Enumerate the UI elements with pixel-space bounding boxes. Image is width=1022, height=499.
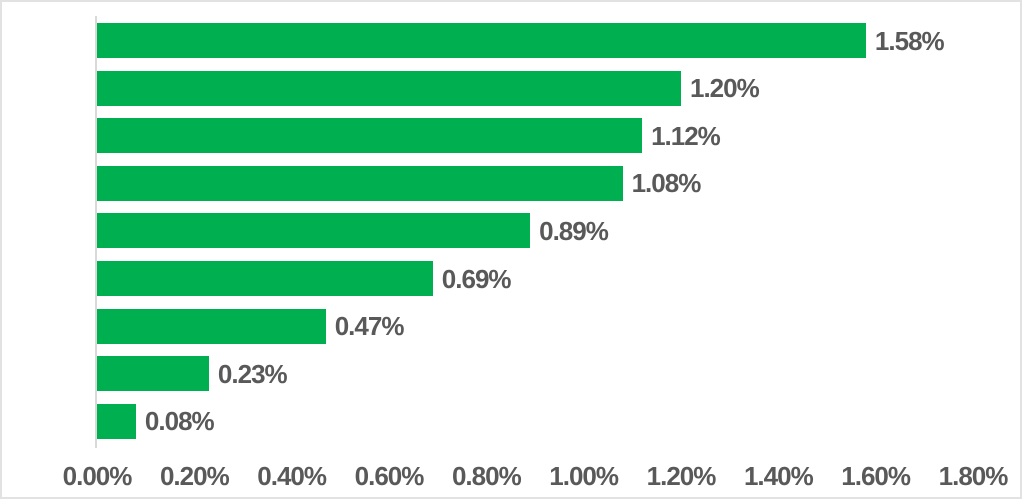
- bar-row: 0.69%: [97, 261, 512, 296]
- bar-row: 1.08%: [97, 165, 702, 201]
- x-tick-label: 1.20%: [646, 461, 717, 491]
- bar-row: 1.20%: [97, 70, 760, 106]
- bar: [97, 308, 326, 344]
- bar-value-label: 1.58%: [874, 25, 945, 56]
- bar-row: 0.23%: [97, 356, 288, 392]
- y-axis-line: [95, 16, 97, 448]
- x-tick-label: 1.40%: [743, 461, 814, 491]
- x-axis: 0.00% 0.20% 0.40% 0.60% 0.80% 1.00% 1.20% 1.40%…: [2, 463, 1020, 493]
- bar: [97, 213, 531, 249]
- bar: [97, 356, 209, 392]
- bar-value-label: 0.23%: [217, 358, 288, 389]
- x-tick-label: 0.00%: [62, 461, 133, 491]
- x-tick-label: 1.80%: [938, 461, 1009, 491]
- bar-value-label: 0.69%: [441, 263, 512, 294]
- bar-value-label: 1.12%: [651, 120, 721, 151]
- bar: [97, 403, 136, 439]
- bar-value-label: 0.47%: [334, 311, 405, 342]
- bar-row: 0.08%: [97, 403, 215, 439]
- bar-row: 1.12%: [97, 118, 721, 154]
- x-tick-label: 0.80%: [451, 461, 522, 491]
- x-tick-label: 1.00%: [549, 461, 619, 491]
- bar-row: 0.89%: [97, 213, 609, 249]
- bar-row: 0.47%: [97, 308, 405, 344]
- x-tick-label: 0.60%: [354, 461, 425, 491]
- x-tick-label: 1.60%: [841, 461, 911, 491]
- bar: [97, 23, 866, 58]
- x-tick-label: 0.20%: [159, 461, 230, 491]
- bar: [97, 165, 623, 201]
- bar: [97, 70, 681, 106]
- bar-value-label: 0.89%: [539, 215, 609, 246]
- bar-value-label: 1.20%: [690, 73, 760, 104]
- bar: [97, 261, 433, 296]
- bar: [97, 118, 643, 154]
- bar-value-label: 1.08%: [631, 168, 702, 199]
- x-tick-label: 0.40%: [257, 461, 327, 491]
- bar-value-label: 0.08%: [144, 406, 215, 437]
- bar-row: 1.58%: [97, 23, 945, 58]
